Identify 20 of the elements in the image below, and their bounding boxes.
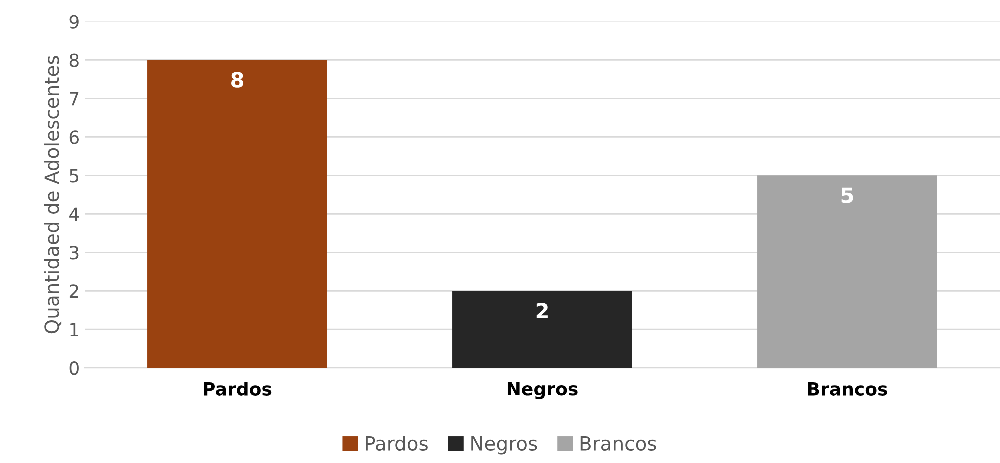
y-tick-label: 8: [70, 54, 79, 68]
y-tick-label: 2: [70, 284, 78, 298]
y-tick-label: 0: [70, 362, 79, 376]
legend-label: Pardos: [366, 436, 428, 451]
y-axis-title: Quantidaed de Adolescentes: [44, 56, 62, 334]
x-tick-label: Negros: [508, 382, 578, 400]
y-tick-label: 3: [70, 246, 79, 260]
y-tick-label: 5: [70, 169, 79, 183]
data-label: 8: [232, 72, 244, 88]
y-tick-label: 6: [70, 130, 79, 144]
data-label: 5: [842, 188, 854, 204]
data-label: 2: [536, 303, 548, 318]
y-tick-label: 7: [70, 92, 79, 106]
y-tick-label: 1: [70, 323, 78, 336]
y-tick-label: 4: [70, 208, 80, 222]
y-tick-label: 9: [70, 15, 79, 29]
x-tick-label: Brancos: [808, 382, 888, 396]
x-tick-label: Pardos: [204, 382, 272, 396]
legend-label: Negros: [472, 436, 538, 455]
legend-label: Brancos: [580, 436, 656, 451]
